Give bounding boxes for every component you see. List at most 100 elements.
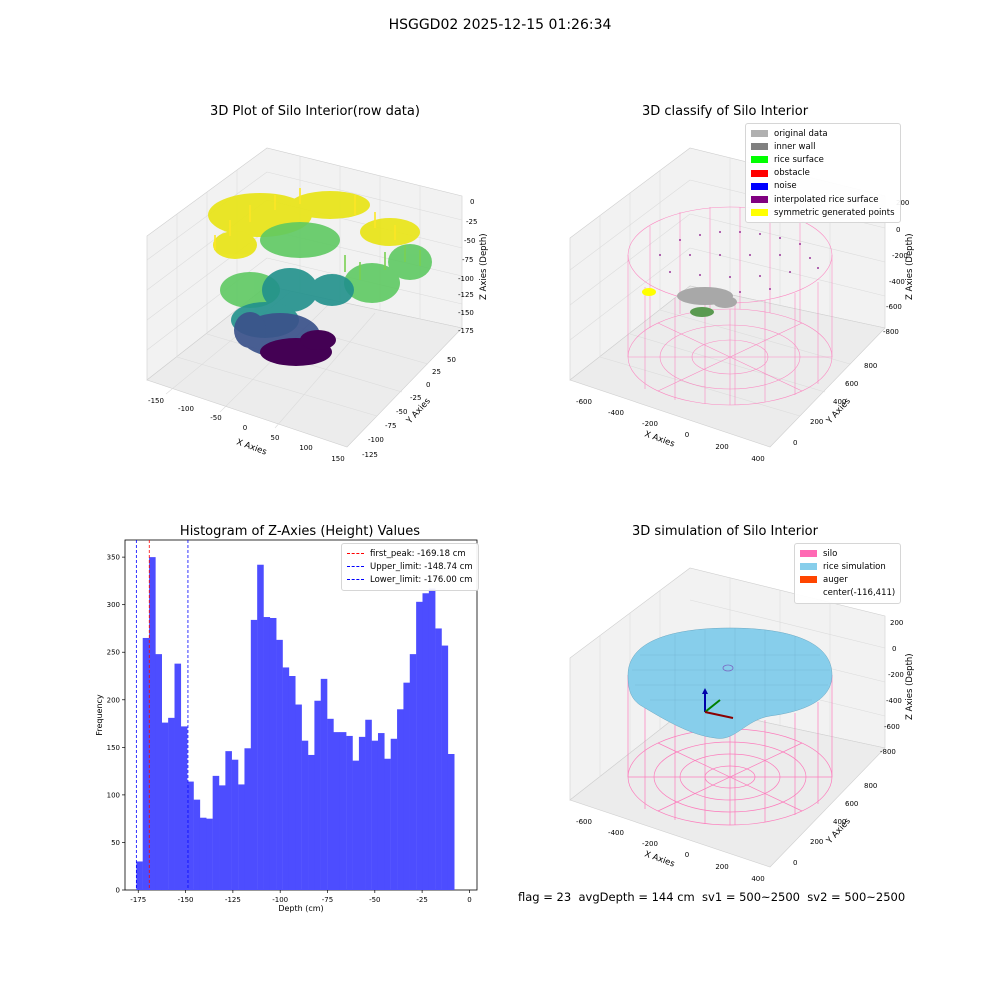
raw-tick-labels: -150 -100 -50 0 50 100 150 -125 -100 -75… xyxy=(148,198,477,463)
histogram-bar xyxy=(422,593,430,890)
classify-plot-title: 3D classify of Silo Interior xyxy=(641,104,809,119)
simulation-legend: silo rice simulation auger center(-116,4… xyxy=(794,543,902,604)
histogram-bar xyxy=(149,557,156,890)
histogram-bar xyxy=(187,781,194,890)
histogram-bar xyxy=(320,678,328,890)
histogram-bar xyxy=(333,732,341,890)
histogram-bar xyxy=(416,601,423,890)
histogram-bar xyxy=(301,740,309,890)
simulation-tick-labels: -600 -400 -200 0 200 400 0 200 400 600 8… xyxy=(576,619,904,883)
simulation-ztick: 200 xyxy=(890,619,903,627)
histogram-bar xyxy=(314,700,321,890)
simulation-ytick: 800 xyxy=(864,782,877,790)
raw-3d-plot: -150 -100 -50 0 50 100 150 -125 -100 -75… xyxy=(146,147,489,463)
histogram-bar xyxy=(212,775,220,890)
figure-title: HSGGD02 2025-12-15 01:26:34 xyxy=(388,17,612,33)
raw-ztick: -150 xyxy=(458,309,474,317)
classify-xtick: 400 xyxy=(751,455,764,463)
histogram-bar xyxy=(263,617,271,890)
legend-line xyxy=(347,579,364,581)
histogram-bar xyxy=(447,753,455,890)
histogram-bar xyxy=(142,637,150,890)
raw-ytick: -50 xyxy=(396,408,407,416)
histogram-bar xyxy=(428,588,436,890)
raw-ztick: -175 xyxy=(458,327,474,335)
histogram-bar xyxy=(295,704,302,890)
classify-ztick: -400 xyxy=(889,278,905,286)
legend-swatch xyxy=(751,209,768,217)
histogram-x-ticks: -175 -150 -125 -100 -75 -50 -25 0 xyxy=(130,890,472,904)
histogram-bar xyxy=(168,717,175,890)
classify-ytick: 600 xyxy=(845,380,858,388)
histogram-bar xyxy=(225,751,232,890)
histogram-bar xyxy=(155,654,162,890)
simulation-ytick: 600 xyxy=(845,800,858,808)
histogram-bar xyxy=(238,784,245,890)
legend-swatch xyxy=(751,156,768,164)
legend-item: auger xyxy=(800,573,895,586)
legend-item: obstacle xyxy=(751,167,895,180)
simulation-rice-surface xyxy=(627,627,833,739)
classify-ytick: 800 xyxy=(864,362,877,370)
histogram-bar xyxy=(409,654,417,890)
histogram-bar xyxy=(161,722,169,890)
histogram-bars xyxy=(136,557,455,890)
legend-swatch xyxy=(800,563,817,571)
raw-plot-title: 3D Plot of Silo Interior(row data) xyxy=(210,104,420,119)
y-tick-label: 100 xyxy=(107,791,120,799)
histogram-bar xyxy=(206,818,213,890)
x-tick-label: -150 xyxy=(178,896,194,904)
legend-item: symmetric generated points xyxy=(751,206,895,219)
raw-ytick: -100 xyxy=(368,436,384,444)
classify-ytick: 0 xyxy=(793,439,797,447)
simulation-xtick: -600 xyxy=(576,818,592,826)
simulation-xtick: -200 xyxy=(642,840,658,848)
histogram-ylabel: Frequency xyxy=(95,694,104,736)
legend-item: center(-116,411) xyxy=(823,588,896,599)
simulation-xtick: 400 xyxy=(751,875,764,883)
classify-tick-labels: -600 -400 -200 0 200 400 0 200 400 600 8… xyxy=(576,199,909,463)
histogram-bar xyxy=(358,736,366,890)
histogram-xlabel: Depth (cm) xyxy=(278,904,323,913)
classify-ztick: 200 xyxy=(896,199,909,207)
legend-item: Lower_limit: -176.00 cm xyxy=(347,573,473,586)
histogram-bar xyxy=(193,799,201,890)
legend-item: noise xyxy=(751,180,895,193)
legend-swatch xyxy=(751,169,768,177)
histogram-bar xyxy=(250,619,258,890)
y-tick-label: 0 xyxy=(116,887,120,895)
histogram-bar xyxy=(231,759,239,890)
histogram-bar xyxy=(352,760,360,890)
simulation-plot-title: 3D simulation of Silo Interior xyxy=(632,524,818,539)
legend-item: interpolated rice surface xyxy=(751,193,895,206)
histogram-bar xyxy=(174,663,182,890)
y-tick-label: 300 xyxy=(107,601,120,609)
classify-ztick: -800 xyxy=(883,328,899,336)
y-tick-label: 350 xyxy=(107,554,120,562)
legend-swatch xyxy=(751,143,768,151)
legend-swatch xyxy=(751,130,768,138)
classify-ztick: 0 xyxy=(896,226,900,234)
raw-ytick: 0 xyxy=(426,381,430,389)
classify-ztick: -200 xyxy=(892,252,908,260)
raw-xtick: 150 xyxy=(331,455,344,463)
histogram-bar xyxy=(371,740,379,890)
histogram-bar xyxy=(435,628,442,890)
raw-ztick: -50 xyxy=(464,237,475,245)
histogram-bar xyxy=(308,754,315,890)
classify-xtick: -200 xyxy=(642,420,658,428)
raw-xtick: 0 xyxy=(243,424,247,432)
legend-swatch xyxy=(800,576,817,584)
raw-ytick: -75 xyxy=(385,422,396,430)
histogram-bar xyxy=(282,667,290,890)
simulation-ztick: -600 xyxy=(884,723,900,731)
histogram-bar xyxy=(276,639,283,890)
x-tick-label: -125 xyxy=(225,896,241,904)
x-tick-label: -50 xyxy=(369,896,380,904)
x-tick-label: 0 xyxy=(467,896,471,904)
simulation-zlabel: Z Axies (Depth) xyxy=(905,653,915,720)
histogram-bar xyxy=(219,785,226,890)
histogram-bar xyxy=(327,718,334,890)
classify-ztick: -600 xyxy=(886,303,902,311)
y-tick-label: 50 xyxy=(111,839,120,847)
